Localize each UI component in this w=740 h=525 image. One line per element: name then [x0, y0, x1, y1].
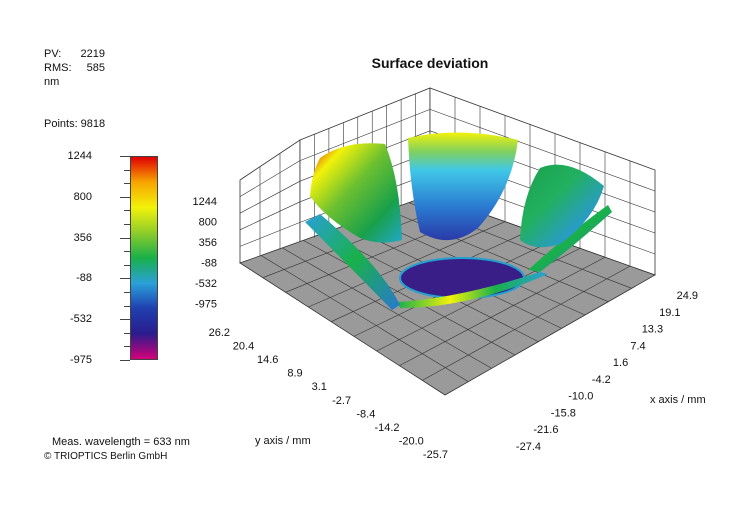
z-tick-label: -88 [201, 258, 217, 270]
colorbar-tick-mark [120, 237, 130, 239]
colorbar-tick-mark [124, 264, 130, 266]
x-tick-label: -21.6 [533, 424, 558, 436]
colorbar-tick-label: -975 [69, 354, 92, 366]
x-tick-label: 13.3 [642, 324, 663, 336]
z-tick-label: -532 [195, 278, 217, 290]
rms-label: RMS: [44, 62, 72, 74]
x-tick-label: 7.4 [630, 340, 645, 352]
surface-back-lobe [408, 132, 518, 241]
colorbar-tick-mark [124, 292, 130, 293]
unit-label: nm [44, 76, 60, 88]
colorbar-tick-mark [124, 332, 130, 334]
colorbar-tick-mark [120, 156, 130, 157]
surface-left-lobe [310, 143, 402, 243]
grid-line [239, 160, 301, 197]
grid-line [429, 109, 656, 192]
colorbar-tick-mark [120, 360, 130, 361]
x-tick-label: 24.9 [677, 290, 698, 302]
y-tick-label: 26.2 [209, 327, 230, 339]
surface-center-patch [399, 257, 525, 299]
x-axis-label: x axis / mm [650, 394, 706, 406]
z-tick-label: 800 [199, 217, 217, 229]
floor-grid-line [399, 256, 606, 366]
colorbar-tick-label: -88 [76, 272, 92, 285]
surface-rim-front [398, 272, 548, 308]
colorbar-tick-label: 800 [73, 190, 92, 203]
colorbar-tick-mark [120, 319, 130, 321]
colorbar-tick-mark [124, 224, 130, 225]
y-tick-label: -8.4 [356, 408, 375, 420]
rms-value: 585 [86, 62, 105, 74]
y-tick-label: 3.1 [312, 381, 327, 393]
points-count: Points: 9818 [44, 118, 106, 130]
floor-grid-line [308, 221, 506, 308]
z-tick-label: 356 [199, 237, 217, 249]
y-tick-label: -20.0 [399, 435, 424, 447]
y-axis-ticks: 26.220.414.6 8.9 3.1 -2.7 -8.4 -14.2-20.0 -25.… [209, 327, 448, 461]
surface-right-lobe [520, 164, 604, 248]
z-axis-ticks: 1244 800 356 -88 -532 -975 [193, 196, 217, 311]
colorbar-tick-mark [120, 196, 130, 198]
y-tick-label: 8.9 [287, 368, 302, 380]
grid-line [299, 109, 431, 161]
pv-value: 2219 [80, 48, 105, 60]
colorbar-tick-mark [124, 183, 130, 185]
floor-grid-line [282, 247, 492, 369]
x-tick-label: -15.8 [551, 407, 576, 419]
floor-grid-line [303, 240, 516, 356]
surface-right-blade [528, 205, 612, 272]
y-axis-label: y axis / mm [255, 435, 311, 447]
colorbar-tick-mark [124, 169, 130, 171]
x-tick-label: -10.0 [568, 391, 593, 403]
grid-line [239, 222, 301, 247]
wavelength-note: Meas. wavelength = 633 nm [52, 436, 190, 448]
floor-grid-line [260, 255, 469, 382]
x-axis-ticks: 24.9 19.1 13.3 7.41.6-4.2 -10.0 -15.8 -21.6 -27… [516, 290, 698, 453]
colorbar-tick-mark [120, 278, 130, 280]
pv-label: PV: [44, 48, 62, 60]
y-tick-label: -14.2 [374, 422, 399, 434]
x-tick-label: -4.2 [592, 374, 611, 386]
y-tick-label: 20.4 [233, 341, 254, 353]
copyright-note: © TRIOPTICS Berlin GmbH [44, 451, 168, 462]
x-tick-label: -27.4 [516, 441, 541, 453]
color-scale-bar [130, 156, 158, 360]
colorbar-tick-mark [124, 251, 130, 253]
surface-left-blade [305, 214, 400, 310]
grid-line [239, 201, 301, 231]
y-tick-label: -25.7 [423, 449, 448, 461]
z-tick-label: 1244 [193, 196, 217, 208]
x-tick-label: 19.1 [659, 307, 680, 319]
y-tick-label: 14.6 [257, 354, 278, 366]
y-tick-label: -2.7 [332, 395, 351, 407]
colorbar-tick-mark [124, 210, 130, 212]
floor-grid-line [422, 265, 631, 381]
colorbar-tick-label: 1244 [67, 150, 92, 162]
colorbar-tick-label: -532 [69, 313, 92, 326]
chart-title: Surface deviation [371, 55, 489, 71]
colorbar-tick-mark [124, 305, 130, 307]
colorbar-tick-mark [124, 346, 130, 348]
x-tick-label: 1.6 [613, 357, 628, 369]
grid-line [239, 180, 301, 214]
colorbar-tick-label: 356 [73, 231, 92, 244]
z-tick-label: -975 [195, 299, 217, 311]
